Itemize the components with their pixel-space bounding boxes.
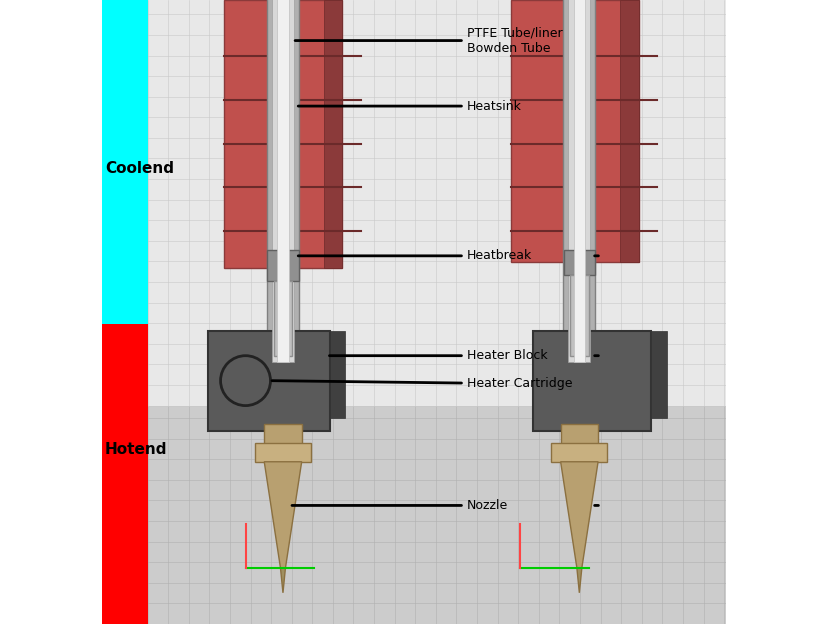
Bar — [255, 443, 311, 462]
Text: Heatbreak: Heatbreak — [298, 250, 532, 262]
Text: Nozzle: Nozzle — [292, 499, 508, 512]
Bar — [532, 331, 650, 431]
Bar — [273, 281, 292, 356]
Bar — [272, 0, 294, 362]
Polygon shape — [280, 568, 285, 593]
Bar — [223, 0, 342, 268]
Text: Heater Cartridge: Heater Cartridge — [272, 378, 571, 390]
Text: Hotend: Hotend — [105, 442, 167, 457]
Bar — [510, 0, 638, 262]
Polygon shape — [264, 462, 301, 568]
Bar — [267, 250, 299, 281]
Bar — [264, 424, 301, 456]
Polygon shape — [576, 568, 581, 593]
Bar — [562, 0, 595, 362]
Bar — [573, 0, 584, 362]
Bar — [563, 250, 595, 275]
Text: PTFE Tube/liner
Bowden Tube: PTFE Tube/liner Bowden Tube — [294, 27, 562, 54]
Bar — [568, 0, 590, 362]
Text: Heatsink: Heatsink — [298, 100, 521, 112]
Polygon shape — [560, 462, 597, 568]
Bar — [569, 275, 588, 356]
Bar — [329, 331, 345, 418]
Bar — [147, 0, 725, 406]
Bar — [208, 331, 329, 431]
Bar — [102, 324, 147, 624]
Bar — [102, 0, 147, 324]
Bar — [650, 331, 666, 418]
Bar — [551, 443, 607, 462]
Bar — [619, 0, 638, 262]
Bar — [267, 0, 299, 362]
Text: Heater Block: Heater Block — [329, 349, 547, 362]
Bar — [323, 0, 342, 268]
Text: Coolend: Coolend — [105, 161, 174, 176]
Bar — [560, 424, 597, 456]
Bar — [277, 0, 289, 362]
